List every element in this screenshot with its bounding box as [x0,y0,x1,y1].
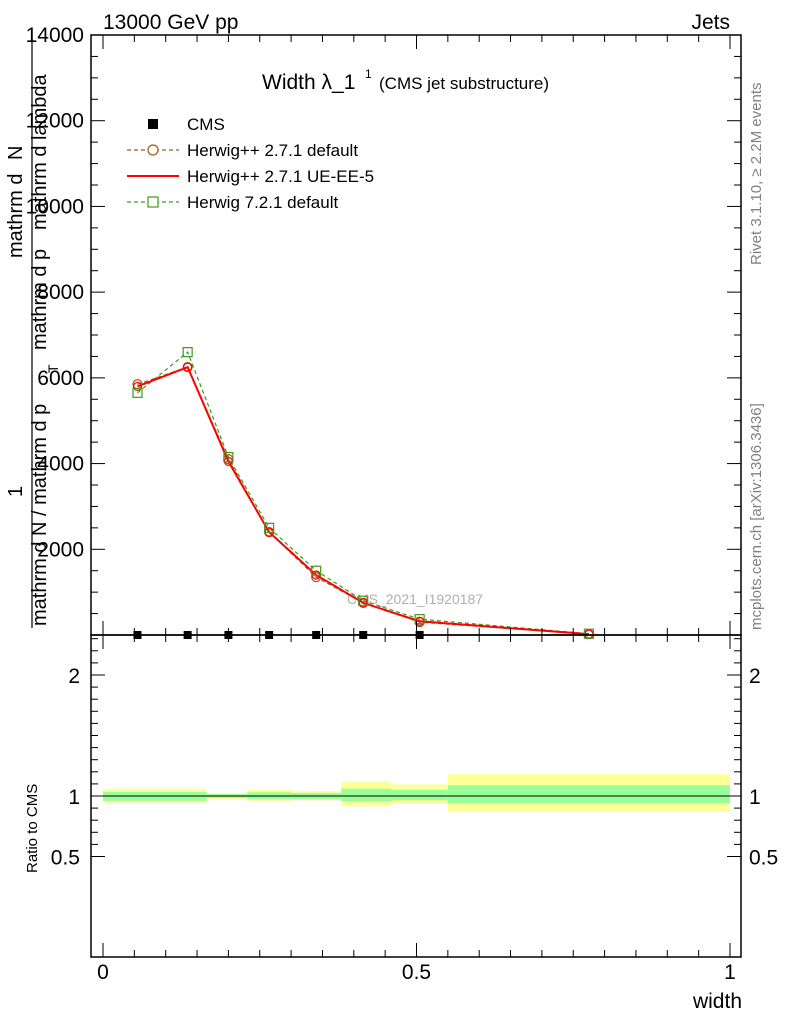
legend-label: Herwig++ 2.7.1 UE-EE-5 [187,167,374,186]
title-main: Width λ_1 [262,71,355,94]
legend-label: Herwig 7.2.1 default [187,193,338,212]
main-ytick-label: 10000 [26,195,84,218]
main-ytick-labels: 2000 4000 6000 8000 10000 12000 14000 [26,24,84,561]
chart-title: Width λ_1 1 (CMS jet substructure) [262,67,549,94]
herwig-default-point [311,572,322,583]
ratio-ytick-label-right: 2 [749,665,761,688]
axis-ticks [91,34,741,957]
ylabel-den-sub: T [45,364,61,373]
series-line [137,365,590,636]
ratio-ytick-label-left: 1 [68,786,80,809]
main-ytick-label: 2000 [37,538,84,561]
main-ytick-label: 8000 [37,281,84,304]
xtick-label: 0 [97,961,109,984]
herwig7-point [264,522,275,533]
header-right: Jets [691,11,730,34]
ratio-ytick-label-right: 0.5 [749,847,778,870]
legend-item: CMS [148,115,225,134]
xlabel: width [692,990,742,1013]
rivet-label: Rivet 3.1.10, ≥ 2.2M events [748,83,765,266]
ylabel-numerator-one: 1 [5,486,27,497]
legend-label: Herwig++ 2.7.1 default [187,141,358,160]
ratio-band-inner [447,785,730,804]
herwig7-point [414,614,425,625]
legend: CMS Herwig++ 2.7.1 default Herwig++ 2.7.1 … [127,115,374,212]
ratio-ylabel: Ratio to CMS [24,784,41,873]
xtick-labels: 0 0.5 1 [97,961,736,984]
xtick-label: 1 [724,961,736,984]
ylabel-top-a: mathrm d [5,174,27,258]
herwig7-point [311,565,322,576]
herwig7-point [583,628,595,639]
ratio-ytick-labels: 0.5 0.5 1 1 2 2 [51,665,778,870]
ylabel-den-c: mathrm d lambda [29,74,51,230]
main-ytick-label: 6000 [37,367,84,390]
analysis-watermark: CMS_2021_I1920187 [347,591,483,607]
main-ytick-label: 12000 [26,110,84,133]
main-ytick-label: 4000 [37,453,84,476]
legend-label: CMS [187,115,225,134]
title-superscript: 1 [365,67,372,81]
legend-marker-swatch [148,119,158,129]
ratio-ytick-label-left: 2 [68,665,80,688]
herwig7-point [358,595,369,606]
ue-ee-5-point [132,381,143,392]
legend-item: Herwig++ 2.7.1 default [127,141,358,160]
ylabel-den-b: mathrm d p [29,249,51,350]
svg-text:Width λ_1: Width λ_1 [262,71,355,94]
legend-item: Herwig 7.2.1 default [127,193,338,212]
ue-ee-5-point [183,362,193,372]
header-left: 13000 GeV pp [103,11,238,34]
xtick-label: 0.5 [402,961,431,984]
ylabel-den-a: mathrm d N / mathrm d p [29,404,51,626]
herwig7-point [132,387,143,398]
ylabel-top-b: N [5,146,27,160]
title-suffix: (CMS jet substructure) [379,74,549,93]
main-ylabel: mathrm d N 1 mathrm d N / mathrm d p T m… [5,40,61,628]
legend-marker-swatch [147,196,159,208]
series-line [137,351,589,635]
ratio-band-inner [391,789,448,801]
legend-marker-swatch [147,144,159,156]
herwig7-point [182,347,193,358]
main-ytick-label: 14000 [26,24,84,47]
ratio-band-inner [341,788,392,802]
mcplots-label: mcplots.cern.ch [arXiv:1306.3436] [748,403,765,630]
ratio-ytick-label-left: 0.5 [51,847,80,870]
legend-item: Herwig++ 2.7.1 UE-EE-5 [127,167,374,186]
ratio-ytick-label-right: 1 [749,786,761,809]
ratio-bands [103,774,730,812]
herwig7-point [223,452,234,463]
